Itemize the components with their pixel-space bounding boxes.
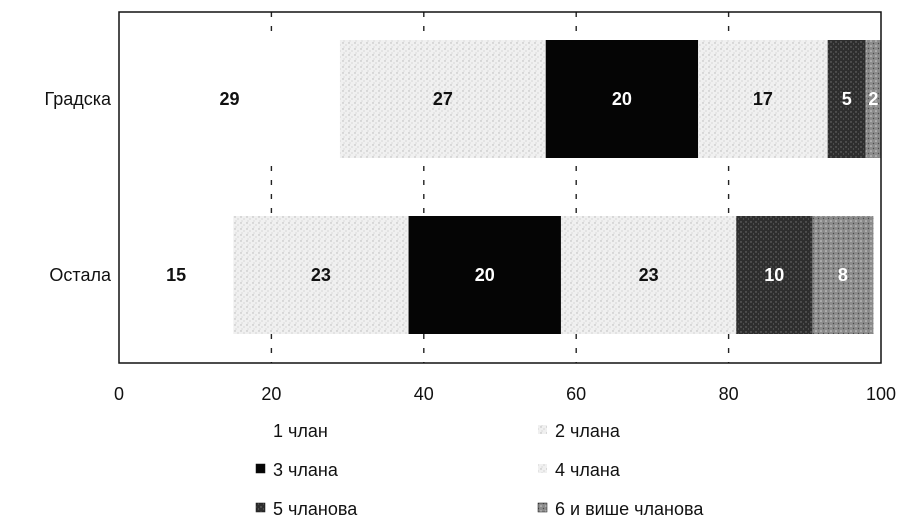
bar-segment-2-2: [233, 216, 409, 334]
bar-segment-1-3: [545, 40, 699, 158]
bar-segment-1-2: [339, 40, 546, 158]
x-tick-label-5: 100: [866, 384, 896, 404]
data-label-2-6: 8: [838, 265, 848, 285]
legend-label-1: 1 члан: [273, 421, 328, 441]
bar-segment-1-1: [119, 40, 340, 158]
legend-swatch-2: [538, 425, 547, 434]
x-axis: 0 20 40 60 80 100: [114, 384, 896, 404]
data-label-1-4: 17: [753, 89, 773, 109]
bar-segment-2-5: [736, 216, 813, 334]
legend-swatch-6: [537, 502, 548, 513]
plot-frame: [118, 11, 882, 364]
x-tick-label-1: 20: [261, 384, 281, 404]
data-label-1-1: 29: [219, 89, 239, 109]
data-label-1-6: 2: [868, 89, 878, 109]
x-tick-label-4: 80: [719, 384, 739, 404]
bar-segment-1-5: [827, 40, 866, 158]
legend-label-5: 5 чланова: [273, 499, 358, 519]
legend-label-2: 2 члана: [555, 421, 621, 441]
legend-label-3: 3 члана: [273, 460, 339, 480]
legend: 1 члан 2 члана 3 члана 4 члана 5 чланова 6 и …: [255, 421, 704, 519]
data-label-1-5: 5: [842, 89, 852, 109]
x-tick-label-0: 0: [114, 384, 124, 404]
bar-segment-2-3: [408, 216, 561, 334]
data-label-2-1: 15: [166, 265, 186, 285]
bar-segment-2-6: [812, 216, 874, 334]
data-label-2-4: 23: [639, 265, 659, 285]
data-label-2-3: 20: [475, 265, 495, 285]
x-tick-label-3: 60: [566, 384, 586, 404]
data-label-1-2: 27: [433, 89, 453, 109]
x-tick-label-2: 40: [414, 384, 434, 404]
legend-label-4: 4 члана: [555, 460, 621, 480]
bars: 29 27 20 17 5 2 Градска 15 23 20 23 10 8 Остала: [44, 40, 881, 334]
legend-label-6: 6 и више чланова: [555, 499, 704, 519]
bar-segment-2-4: [560, 216, 737, 334]
data-label-2-2: 23: [311, 265, 331, 285]
data-label-2-5: 10: [764, 265, 784, 285]
legend-swatch-4: [538, 464, 547, 473]
legend-swatch-3: [255, 463, 266, 474]
category-label-2: Остала: [49, 265, 112, 285]
bar-segment-2-1: [119, 216, 234, 334]
data-label-1-3: 20: [612, 89, 632, 109]
legend-swatch-5: [255, 502, 266, 513]
bar-segment-1-6: [865, 40, 881, 158]
bar-segment-1-4: [698, 40, 828, 158]
category-label-1: Градска: [44, 89, 112, 109]
